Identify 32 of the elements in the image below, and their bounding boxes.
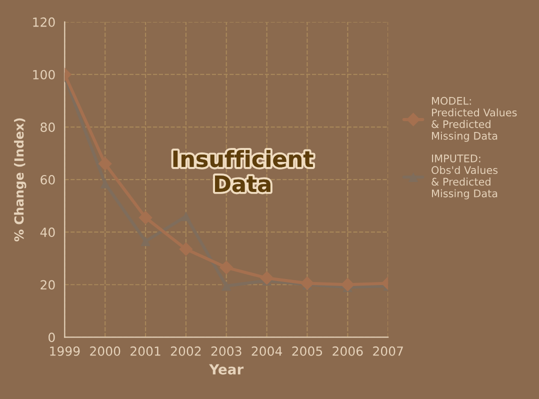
x-tick-label: 2003 <box>211 346 242 356</box>
x-tick-label: 2004 <box>252 346 282 356</box>
x-tick-label: 2001 <box>130 346 160 356</box>
point <box>300 276 314 290</box>
y-tick-label: 20 <box>40 280 55 290</box>
x-tick-label: 2006 <box>332 346 363 356</box>
point <box>220 260 234 274</box>
legend-label: IMPUTED: Obs'd Values & Predicted Missing Data <box>432 154 498 200</box>
y-tick-label: 60 <box>40 175 55 184</box>
y-tick-label: 40 <box>40 228 55 238</box>
x-tick-label: 2005 <box>292 346 322 356</box>
point <box>181 211 191 222</box>
point <box>100 178 110 188</box>
y-tick-label: 120 <box>33 17 55 27</box>
point <box>140 236 150 246</box>
point <box>179 242 193 256</box>
x-axis-title: Year <box>209 364 244 375</box>
point <box>340 278 355 292</box>
y-tick-label: 100 <box>33 70 55 80</box>
annotation: Insufficient Data <box>173 150 314 192</box>
x-tick-label: 2000 <box>90 346 120 356</box>
y-axis-title: % Change (Index) <box>14 118 26 242</box>
x-tick-label: 1999 <box>50 346 80 356</box>
point <box>260 271 274 285</box>
point <box>98 156 112 171</box>
x-tick-label: 2007 <box>373 346 403 356</box>
point <box>138 210 152 225</box>
x-tick-label: 2002 <box>170 346 201 356</box>
point <box>222 281 232 291</box>
y-tick-label: 0 <box>48 332 55 342</box>
legend-label: MODEL: Predicted Values & Predicted Missing Data <box>432 96 517 142</box>
y-tick-label: 80 <box>40 122 55 132</box>
